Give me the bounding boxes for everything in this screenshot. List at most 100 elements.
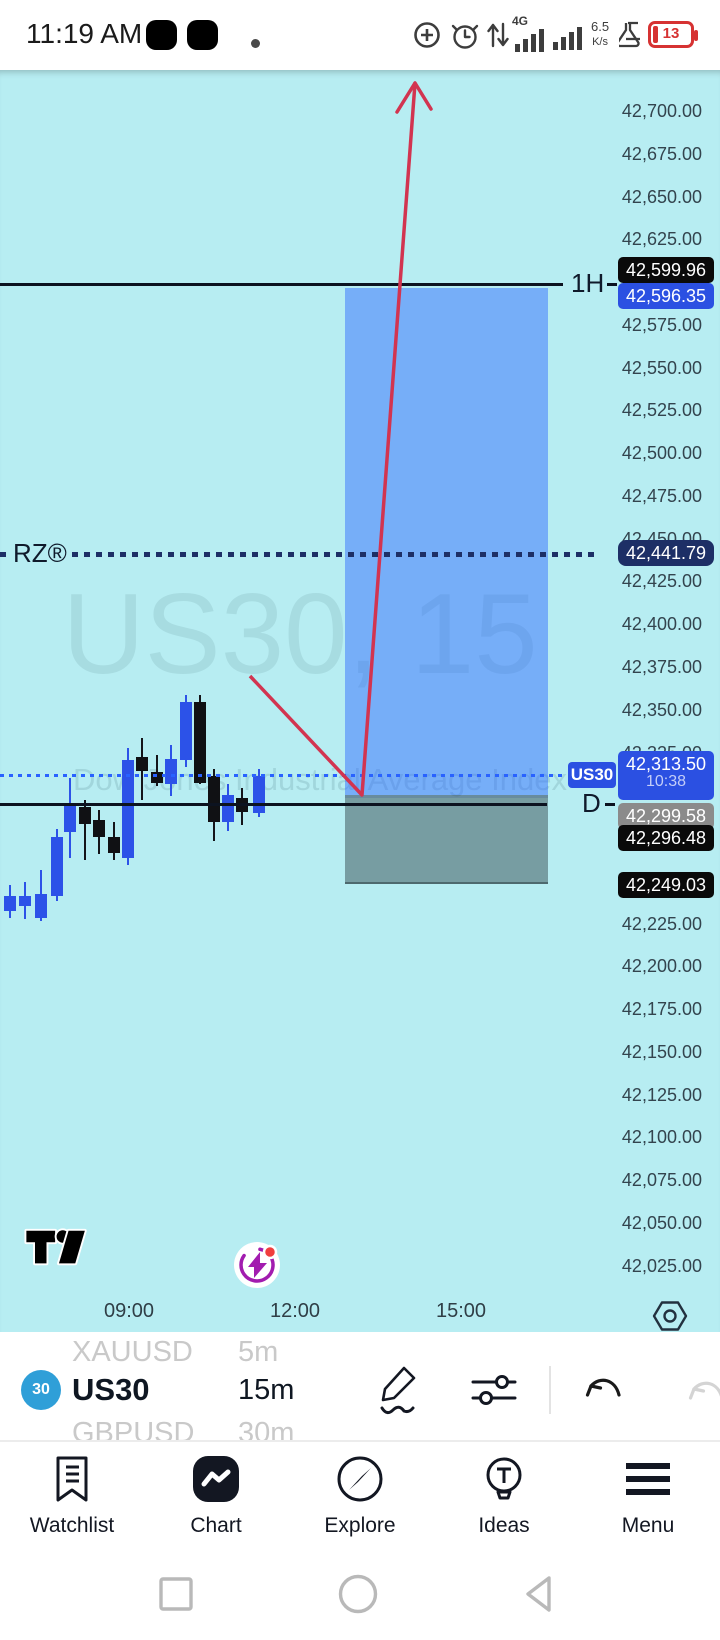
menu-icon xyxy=(626,1463,670,1495)
toolbar-divider xyxy=(549,1366,551,1414)
price-tick: 42,425.00 xyxy=(621,571,702,592)
data-saver-icon xyxy=(414,22,440,48)
candle-body xyxy=(136,756,148,771)
chart-settings-button[interactable] xyxy=(651,1297,689,1332)
candle-body xyxy=(194,702,206,783)
watchlist-icon xyxy=(56,1456,88,1502)
price-label-value: 42,441.79 xyxy=(625,543,707,563)
notification-icon xyxy=(146,20,177,50)
chart-canvas[interactable]: US30, 15 Dow Jones Industrial Average In… xyxy=(0,70,720,1332)
nav-label: Ideas xyxy=(478,1514,530,1537)
price-label-value: 42,599.96 xyxy=(625,260,707,280)
network-speed: 6.5 K/s xyxy=(591,19,610,49)
back-button[interactable] xyxy=(518,1572,562,1616)
candle-body xyxy=(19,895,31,906)
time-tick: 09:00 xyxy=(103,1300,155,1322)
candle-body xyxy=(64,803,76,833)
android-navigation-bar xyxy=(0,1560,720,1640)
price-label-time: 10:38 xyxy=(645,772,687,790)
lab-flask-icon xyxy=(619,21,640,48)
price-tick: 42,500.00 xyxy=(621,443,702,464)
candle-body xyxy=(208,775,220,822)
candle-body xyxy=(122,760,134,858)
price-tick: 42,700.00 xyxy=(621,101,702,121)
ideas-lightbulb-icon xyxy=(486,1457,522,1500)
interval-button[interactable]: 15m xyxy=(238,1374,295,1406)
rz-level-line[interactable] xyxy=(0,552,597,557)
price-tick: 42,475.00 xyxy=(621,485,702,506)
notification-dot-icon xyxy=(251,39,260,48)
candle-body xyxy=(51,837,63,896)
entry-price-label: 42,296.48 xyxy=(618,825,714,851)
quick-trade-bolt-button[interactable] xyxy=(232,1240,282,1290)
daily-level-line[interactable] xyxy=(0,803,547,806)
battery-icon: 13 xyxy=(648,21,698,48)
drawing-tools-button[interactable] xyxy=(374,1364,424,1416)
price-tick: 42,650.00 xyxy=(621,186,702,207)
svg-text:4G: 4G xyxy=(512,14,528,28)
target-price-label: 42,599.96 xyxy=(618,257,714,283)
updown-arrows-icon xyxy=(487,22,509,48)
signal-sim2-icon xyxy=(553,27,582,50)
price-tick: 42,075.00 xyxy=(621,1170,702,1191)
price-tick: 42,525.00 xyxy=(621,400,702,421)
position-tool-entry-line[interactable] xyxy=(345,795,548,798)
price-label-value: 42,313.50 xyxy=(625,753,707,774)
nav-item-chart[interactable]: Chart xyxy=(144,1442,288,1560)
home-button[interactable] xyxy=(336,1572,380,1616)
hourly-line-label: 1H xyxy=(571,268,605,298)
position-tool-profit-zone[interactable] xyxy=(345,288,548,795)
candle-body xyxy=(35,893,47,918)
price-tick: 42,400.00 xyxy=(621,614,702,635)
hourly-line-dash xyxy=(607,283,617,286)
undo-button[interactable] xyxy=(585,1372,627,1408)
symbol-button[interactable]: US30 xyxy=(72,1372,150,1407)
candle-wick xyxy=(84,799,86,860)
time-tick: 15:00 xyxy=(435,1300,487,1322)
price-label-value: 42,299.58 xyxy=(625,806,707,826)
signal-4g-icon: 4G xyxy=(512,14,544,52)
candle-body xyxy=(222,794,234,822)
nav-item-watchlist[interactable]: Watchlist xyxy=(0,1442,144,1560)
status-bar: 11:19 AM 4G 6.5 K/s xyxy=(0,0,720,70)
symbol-logo-badge[interactable]: 30 xyxy=(21,1370,61,1410)
daily-line-dash xyxy=(605,803,615,806)
daily-line-label: D xyxy=(582,788,601,818)
daily-price-label: 42,299.58 xyxy=(618,803,714,829)
stop-price-label: 42,249.03 xyxy=(618,872,714,898)
nav-label: Explore xyxy=(324,1514,396,1537)
symbol-toolbar: XAUUSD 5m GBPUSD 30m 30 US30 15m xyxy=(0,1332,720,1440)
last-price-line xyxy=(0,774,566,777)
bottom-navigation: Watchlist Chart Explore Ideas Menu xyxy=(0,1440,720,1560)
nav-item-menu[interactable]: Menu xyxy=(576,1442,720,1560)
last-price-label: 42,313.50 10:38 xyxy=(618,750,714,800)
position-tool-stop-line xyxy=(345,882,548,884)
rz-price-label: 42,441.79 xyxy=(618,540,714,566)
price-label-value: 42,296.48 xyxy=(625,828,707,848)
price-tick: 42,675.00 xyxy=(621,143,702,164)
price-tick: 42,025.00 xyxy=(621,1255,702,1276)
explore-compass-icon xyxy=(337,1456,383,1502)
recents-button[interactable] xyxy=(154,1572,198,1616)
price-tick: 42,375.00 xyxy=(621,657,702,677)
price-tick: 42,100.00 xyxy=(621,1127,702,1148)
candle-body xyxy=(4,895,16,911)
position-tool-stop-zone[interactable] xyxy=(345,798,548,884)
battery-percent: 13 xyxy=(662,25,680,42)
price-tick: 42,350.00 xyxy=(621,699,702,720)
nav-item-explore[interactable]: Explore xyxy=(288,1442,432,1560)
price-tick: 42,150.00 xyxy=(621,1041,702,1062)
indicator-settings-button[interactable] xyxy=(471,1368,517,1412)
price-label-value: 42,249.03 xyxy=(625,875,707,895)
redo-button[interactable] xyxy=(688,1375,720,1411)
price-tick: 42,050.00 xyxy=(621,1213,702,1234)
candle-body xyxy=(180,702,192,761)
candle-body xyxy=(79,806,91,824)
hourly-level-line[interactable] xyxy=(0,283,563,286)
alarm-icon xyxy=(451,24,479,49)
tradingview-logo[interactable] xyxy=(22,1225,94,1271)
price-tick: 42,200.00 xyxy=(621,956,702,977)
nav-item-ideas[interactable]: Ideas xyxy=(432,1442,576,1560)
candle-body xyxy=(165,758,177,785)
